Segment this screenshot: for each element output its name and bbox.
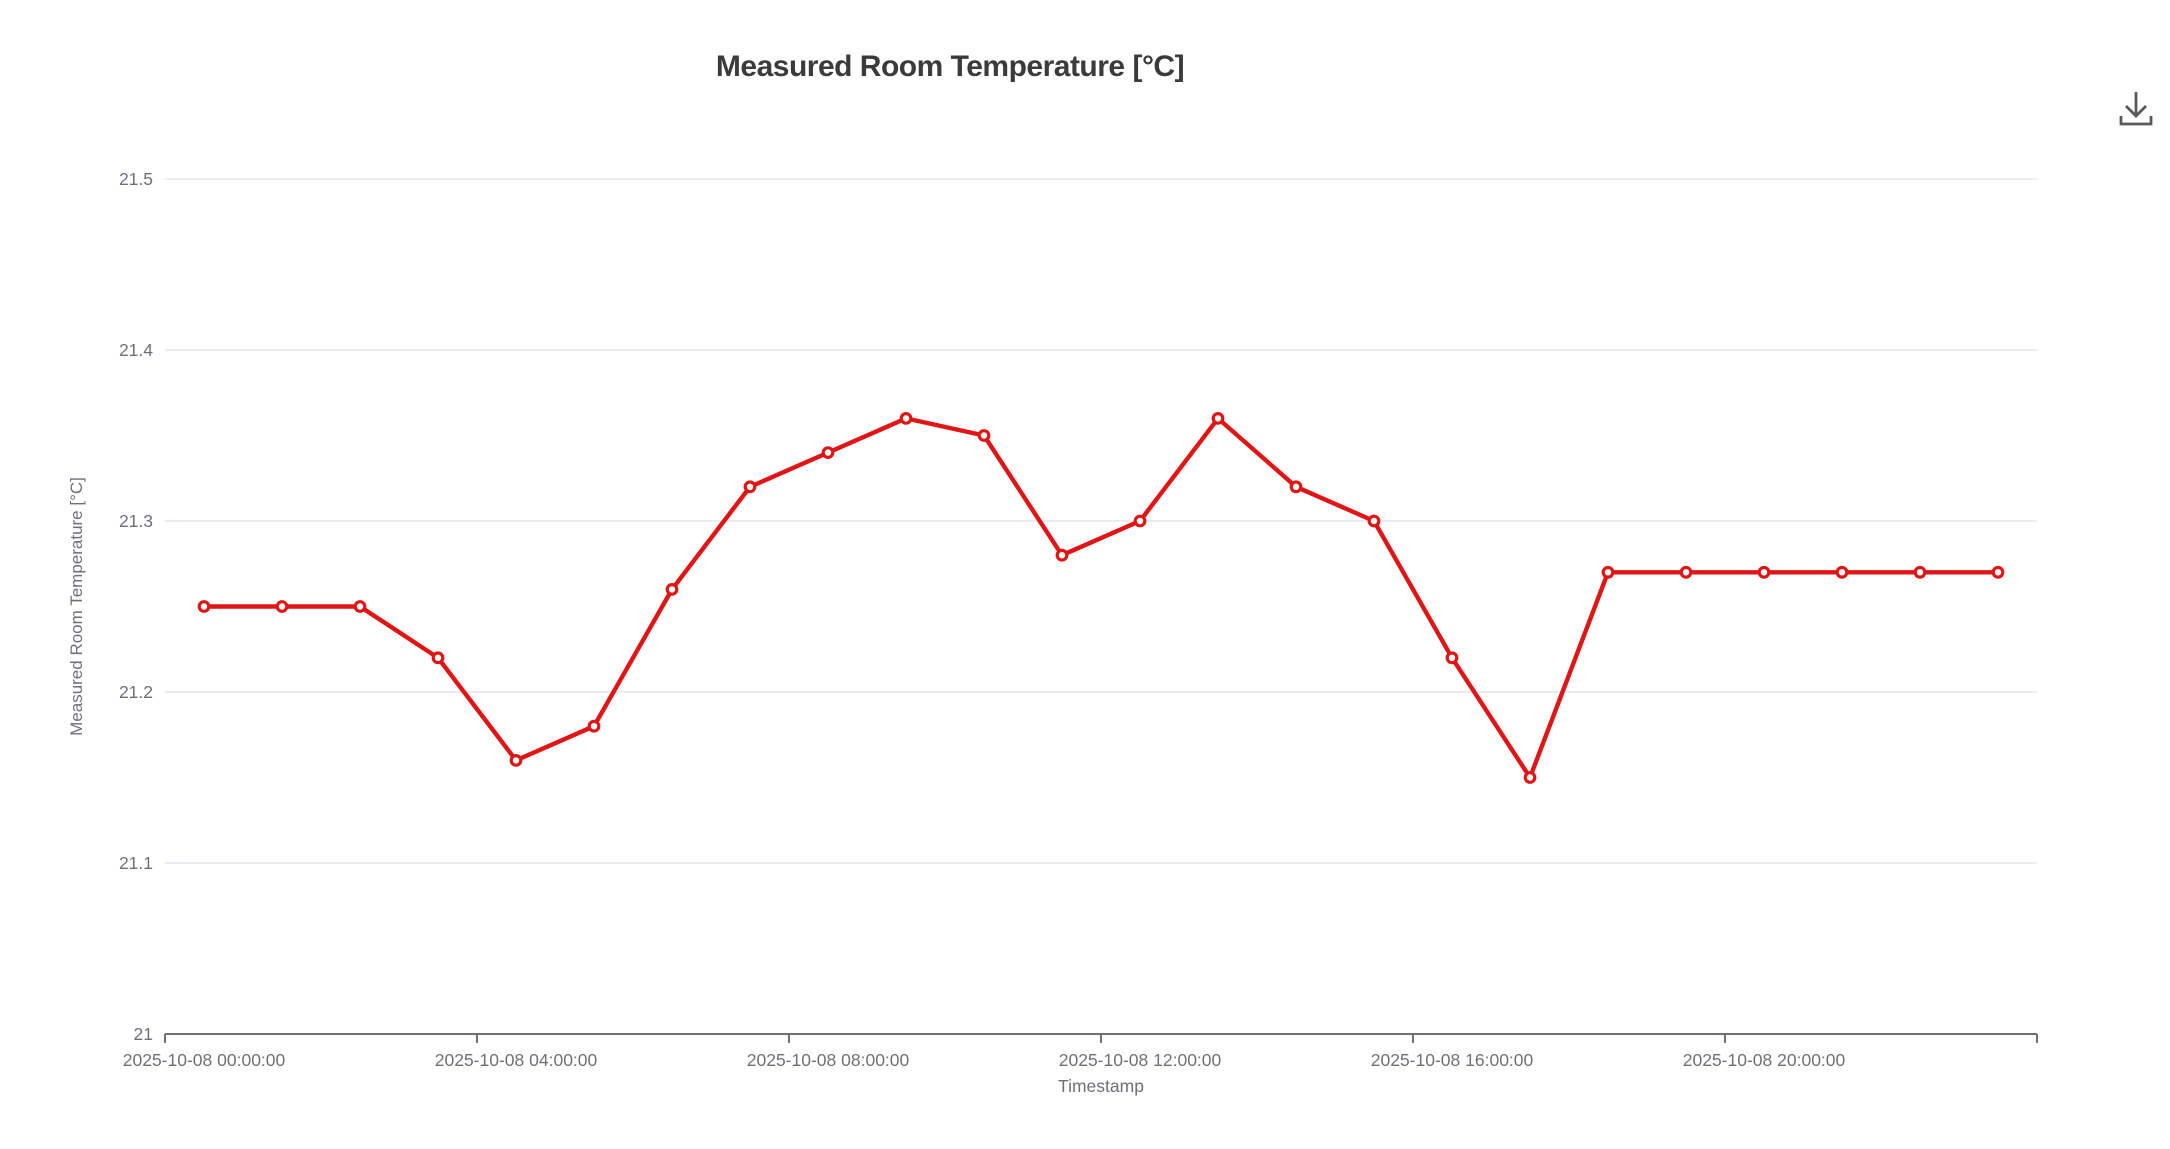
data-point-marker[interactable]: [1211, 412, 1225, 425]
data-point-marker[interactable]: [1991, 565, 2005, 579]
y-tick-label: 21.2: [119, 682, 153, 702]
data-point-marker[interactable]: [1055, 548, 1069, 562]
data-point-marker[interactable]: [1367, 514, 1381, 528]
y-axis-name: Measured Room Temperature [°C]: [67, 477, 86, 736]
data-point-marker[interactable]: [743, 480, 757, 494]
series-line: [201, 416, 2001, 780]
y-tick-label: 21: [134, 1024, 153, 1044]
data-point-marker[interactable]: [1835, 565, 1849, 579]
data-point-marker[interactable]: [275, 600, 289, 613]
data-point-marker[interactable]: [197, 600, 211, 613]
data-point-marker[interactable]: [1445, 651, 1459, 665]
data-point-marker[interactable]: [1289, 480, 1303, 494]
data-point-marker[interactable]: [1523, 771, 1537, 784]
chart-title: Measured Room Temperature [°C]: [715, 50, 1185, 83]
data-point-marker[interactable]: [587, 719, 601, 733]
y-tick-label: 21.3: [119, 511, 153, 531]
data-point-marker[interactable]: [1757, 565, 1771, 579]
data-point-marker[interactable]: [899, 412, 913, 425]
data-point-marker[interactable]: [1601, 565, 1615, 579]
download-icon: [2119, 92, 2153, 126]
x-tick-label: 2025-10-08 12:00:00: [1059, 1050, 1222, 1070]
x-tick-label: 2025-10-08 00:00:00: [123, 1050, 286, 1070]
data-point-marker[interactable]: [1133, 514, 1147, 528]
save-as-image-button[interactable]: [2108, 82, 2164, 138]
x-tick-label: 2025-10-08 16:00:00: [1371, 1050, 1534, 1070]
data-point-marker[interactable]: [1913, 565, 1927, 579]
x-axis-name: Timestamp: [1058, 1076, 1144, 1096]
y-tick-label: 21.1: [119, 853, 153, 873]
data-point-marker[interactable]: [821, 446, 835, 460]
data-point-marker[interactable]: [509, 754, 523, 767]
x-tick-label: 2025-10-08 20:00:00: [1683, 1050, 1846, 1070]
data-point-marker[interactable]: [977, 429, 991, 442]
data-point-marker[interactable]: [431, 651, 445, 665]
x-tick-label: 2025-10-08 04:00:00: [435, 1050, 598, 1070]
y-tick-label: 21.5: [119, 169, 153, 189]
data-point-marker[interactable]: [665, 583, 679, 596]
data-point-marker[interactable]: [1679, 565, 1693, 579]
y-tick-label: 21.4: [119, 340, 153, 360]
x-tick-label: 2025-10-08 08:00:00: [747, 1050, 910, 1070]
data-point-marker[interactable]: [353, 600, 367, 613]
